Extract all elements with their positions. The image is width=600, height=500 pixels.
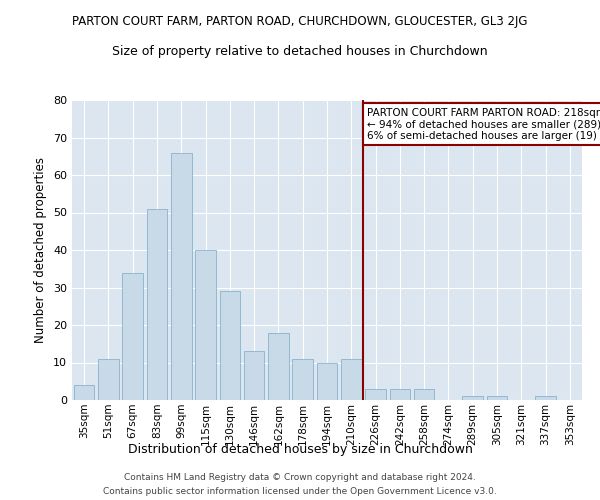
Bar (220, 291, 240, 400)
Bar (414, 389, 434, 400)
Bar (146, 209, 167, 400)
Text: Contains public sector information licensed under the Open Government Licence v3: Contains public sector information licen… (103, 488, 497, 496)
Bar (244, 351, 265, 400)
Bar (122, 272, 143, 400)
Bar (317, 362, 337, 400)
Bar (292, 359, 313, 400)
Bar (365, 389, 386, 400)
Bar (74, 385, 94, 400)
Bar (487, 396, 508, 400)
Bar (463, 396, 483, 400)
Text: Distribution of detached houses by size in Churchdown: Distribution of detached houses by size … (128, 442, 472, 456)
Text: Size of property relative to detached houses in Churchdown: Size of property relative to detached ho… (112, 45, 488, 58)
Bar (195, 250, 216, 400)
Bar (389, 389, 410, 400)
Bar (268, 332, 289, 400)
Text: PARTON COURT FARM, PARTON ROAD, CHURCHDOWN, GLOUCESTER, GL3 2JG: PARTON COURT FARM, PARTON ROAD, CHURCHDO… (72, 15, 528, 28)
Text: PARTON COURT FARM PARTON ROAD: 218sqm
← 94% of detached houses are smaller (289): PARTON COURT FARM PARTON ROAD: 218sqm ← … (367, 108, 600, 140)
Text: Contains HM Land Registry data © Crown copyright and database right 2024.: Contains HM Land Registry data © Crown c… (124, 472, 476, 482)
Bar (171, 152, 191, 400)
Y-axis label: Number of detached properties: Number of detached properties (34, 157, 47, 343)
Bar (98, 359, 119, 400)
Bar (535, 396, 556, 400)
Bar (341, 359, 362, 400)
